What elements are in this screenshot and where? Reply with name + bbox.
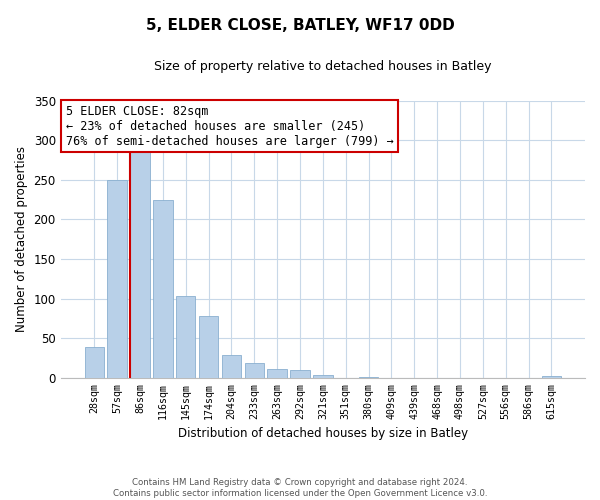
Bar [199, 316, 218, 378]
Bar [153, 200, 173, 378]
Bar [221, 355, 241, 378]
Text: 5, ELDER CLOSE, BATLEY, WF17 0DD: 5, ELDER CLOSE, BATLEY, WF17 0DD [146, 18, 454, 32]
Text: 5 ELDER CLOSE: 82sqm
← 23% of detached houses are smaller (245)
76% of semi-deta: 5 ELDER CLOSE: 82sqm ← 23% of detached h… [66, 104, 394, 148]
Bar [313, 374, 332, 378]
Bar [85, 347, 104, 378]
Bar [268, 369, 287, 378]
Bar [107, 180, 127, 378]
X-axis label: Distribution of detached houses by size in Batley: Distribution of detached houses by size … [178, 427, 468, 440]
Bar [245, 363, 264, 378]
Bar [176, 296, 196, 378]
Bar [359, 377, 378, 378]
Text: Contains HM Land Registry data © Crown copyright and database right 2024.
Contai: Contains HM Land Registry data © Crown c… [113, 478, 487, 498]
Bar [290, 370, 310, 378]
Bar [130, 148, 149, 378]
Title: Size of property relative to detached houses in Batley: Size of property relative to detached ho… [154, 60, 491, 73]
Bar [542, 376, 561, 378]
Y-axis label: Number of detached properties: Number of detached properties [15, 146, 28, 332]
